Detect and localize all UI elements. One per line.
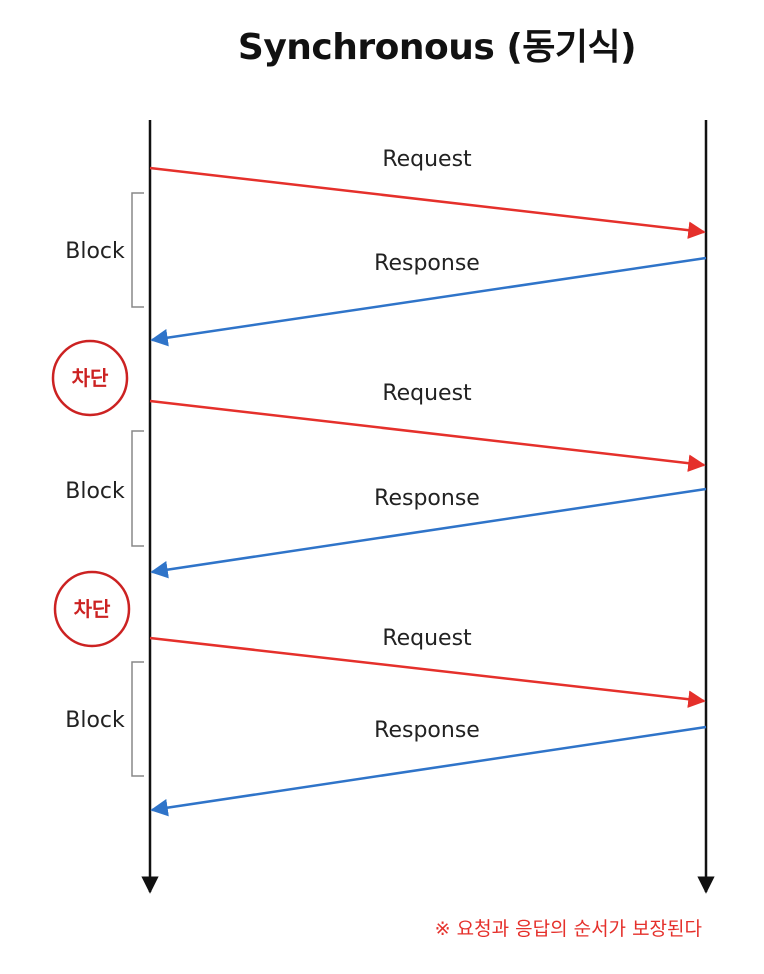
response-label: Response xyxy=(374,718,480,743)
response-label: Response xyxy=(374,486,480,511)
block-label: Block xyxy=(65,708,125,733)
blocked-label: 차단 xyxy=(72,366,109,390)
block-bracket xyxy=(131,430,144,547)
exchange-1: Request Response Block 차단 xyxy=(51,147,707,417)
request-arrow xyxy=(149,636,706,708)
footnote: ※ 요청과 응답의 순서가 보장된다 xyxy=(434,918,702,940)
exchange-3: Request Response Block xyxy=(65,626,707,817)
block-bracket xyxy=(131,661,144,777)
request-label: Request xyxy=(382,147,472,172)
response-arrow xyxy=(150,256,707,347)
response-arrow xyxy=(150,487,707,579)
request-label: Request xyxy=(382,626,472,651)
diagram-title: Synchronous (동기식) xyxy=(237,27,637,68)
exchange-2: Request Response Block 차단 xyxy=(53,381,707,648)
response-arrow xyxy=(150,725,707,817)
request-label: Request xyxy=(382,381,472,406)
block-label: Block xyxy=(65,239,125,264)
block-bracket xyxy=(131,192,144,308)
block-label: Block xyxy=(65,479,125,504)
blocked-circle xyxy=(53,570,131,648)
blocked-circle xyxy=(51,339,129,417)
request-arrow xyxy=(149,166,706,239)
blocked-label: 차단 xyxy=(74,597,111,621)
request-arrow xyxy=(149,399,706,472)
response-label: Response xyxy=(374,251,480,276)
